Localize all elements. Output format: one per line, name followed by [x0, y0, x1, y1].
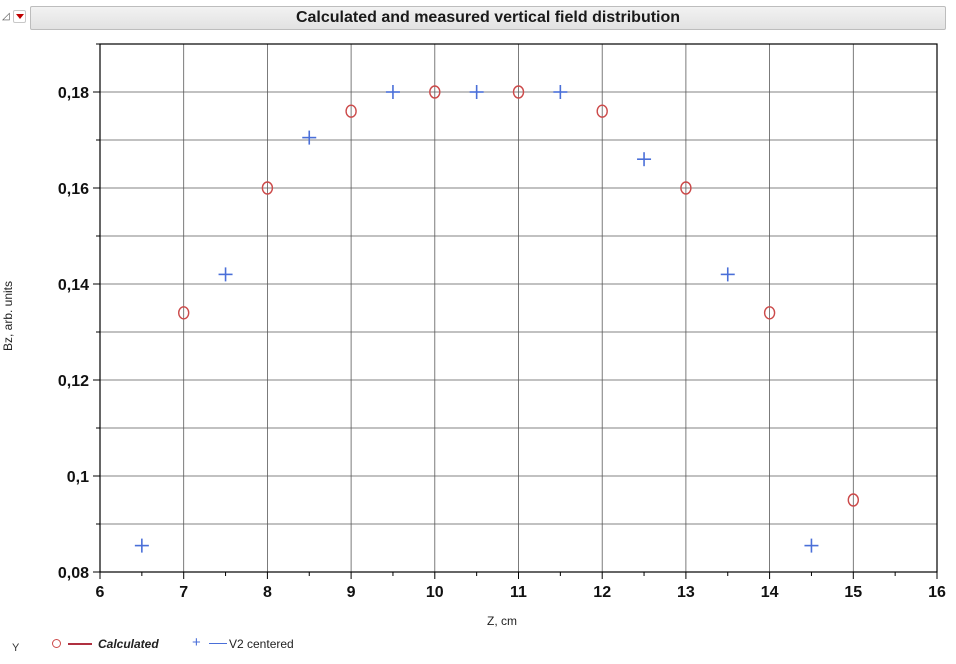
x-tick-label: 11: [510, 584, 527, 601]
calculated-point: [512, 85, 525, 99]
legend: Y Calculated + V2 centered: [0, 632, 400, 656]
v2-line-icon: [209, 643, 227, 644]
x-tick-label: 12: [593, 584, 611, 601]
v2-centered-point: [385, 85, 400, 99]
axes: [93, 43, 938, 579]
calculated-point: [261, 181, 274, 195]
y-tick-label: 0,16: [58, 181, 89, 198]
x-tick-label: 8: [263, 584, 272, 601]
y-tick-label: 0,14: [58, 277, 89, 294]
calculated-circle-icon: [52, 639, 61, 648]
x-tick-label: 6: [96, 584, 105, 601]
calculated-point: [345, 104, 357, 118]
x-tick-label: 10: [426, 584, 444, 601]
x-tick-label: 16: [928, 584, 946, 601]
v2-centered-point: [302, 130, 317, 145]
series: [134, 85, 859, 553]
calculated-point: [763, 306, 776, 320]
x-tick-label: 13: [677, 584, 695, 601]
legend-v2-label[interactable]: V2 centered: [229, 637, 294, 651]
x-tick-label: 15: [844, 584, 862, 601]
plot-frame: [99, 43, 938, 573]
v2-centered-point: [134, 538, 149, 553]
v2-centered-point: [553, 85, 568, 99]
legend-y-label: Y: [12, 642, 20, 654]
y-tick-label: 0,08: [58, 565, 89, 582]
x-tick-label: 9: [347, 584, 356, 601]
tick-labels: 6 7 8 9 10 11 12 13 14 15 16 0,08 0,1 0,12 0,14 0,16 0,1…: [58, 85, 946, 601]
grid-lines: [100, 44, 937, 572]
y-tick-label: 0,1: [67, 469, 89, 486]
calculated-line-icon: [68, 643, 92, 645]
v2-plus-icon: +: [192, 634, 201, 651]
v2-centered-point: [218, 267, 233, 282]
v2-centered-point: [720, 267, 735, 282]
red-dropdown-icon[interactable]: [13, 10, 26, 23]
calculated-point: [680, 181, 692, 195]
calculated-point: [596, 104, 608, 118]
v2-centered-point: [469, 85, 484, 99]
calculated-point: [429, 85, 441, 99]
chart-title: Calculated and measured vertical field d…: [30, 6, 946, 30]
v2-centered-point: [804, 538, 819, 553]
calculated-point: [177, 306, 190, 320]
chart-title-bar: ◿ Calculated and measured vertical field…: [0, 6, 946, 30]
v2-centered-point: [637, 152, 652, 167]
y-tick-label: 0,18: [58, 85, 89, 102]
collapse-triangle-icon[interactable]: ◿: [2, 11, 10, 22]
x-tick-label: 14: [761, 584, 779, 601]
x-tick-label: 7: [179, 584, 188, 601]
legend-calculated-label[interactable]: Calculated: [98, 637, 159, 651]
y-tick-label: 0,12: [58, 373, 89, 390]
x-axis-label: Z, cm: [487, 614, 517, 628]
calculated-point: [847, 493, 859, 507]
scatter-plot: 6 7 8 9 10 11 12 13 14 15 16 0,08 0,1 0,12 0,14 0,16 0,1…: [58, 43, 946, 601]
